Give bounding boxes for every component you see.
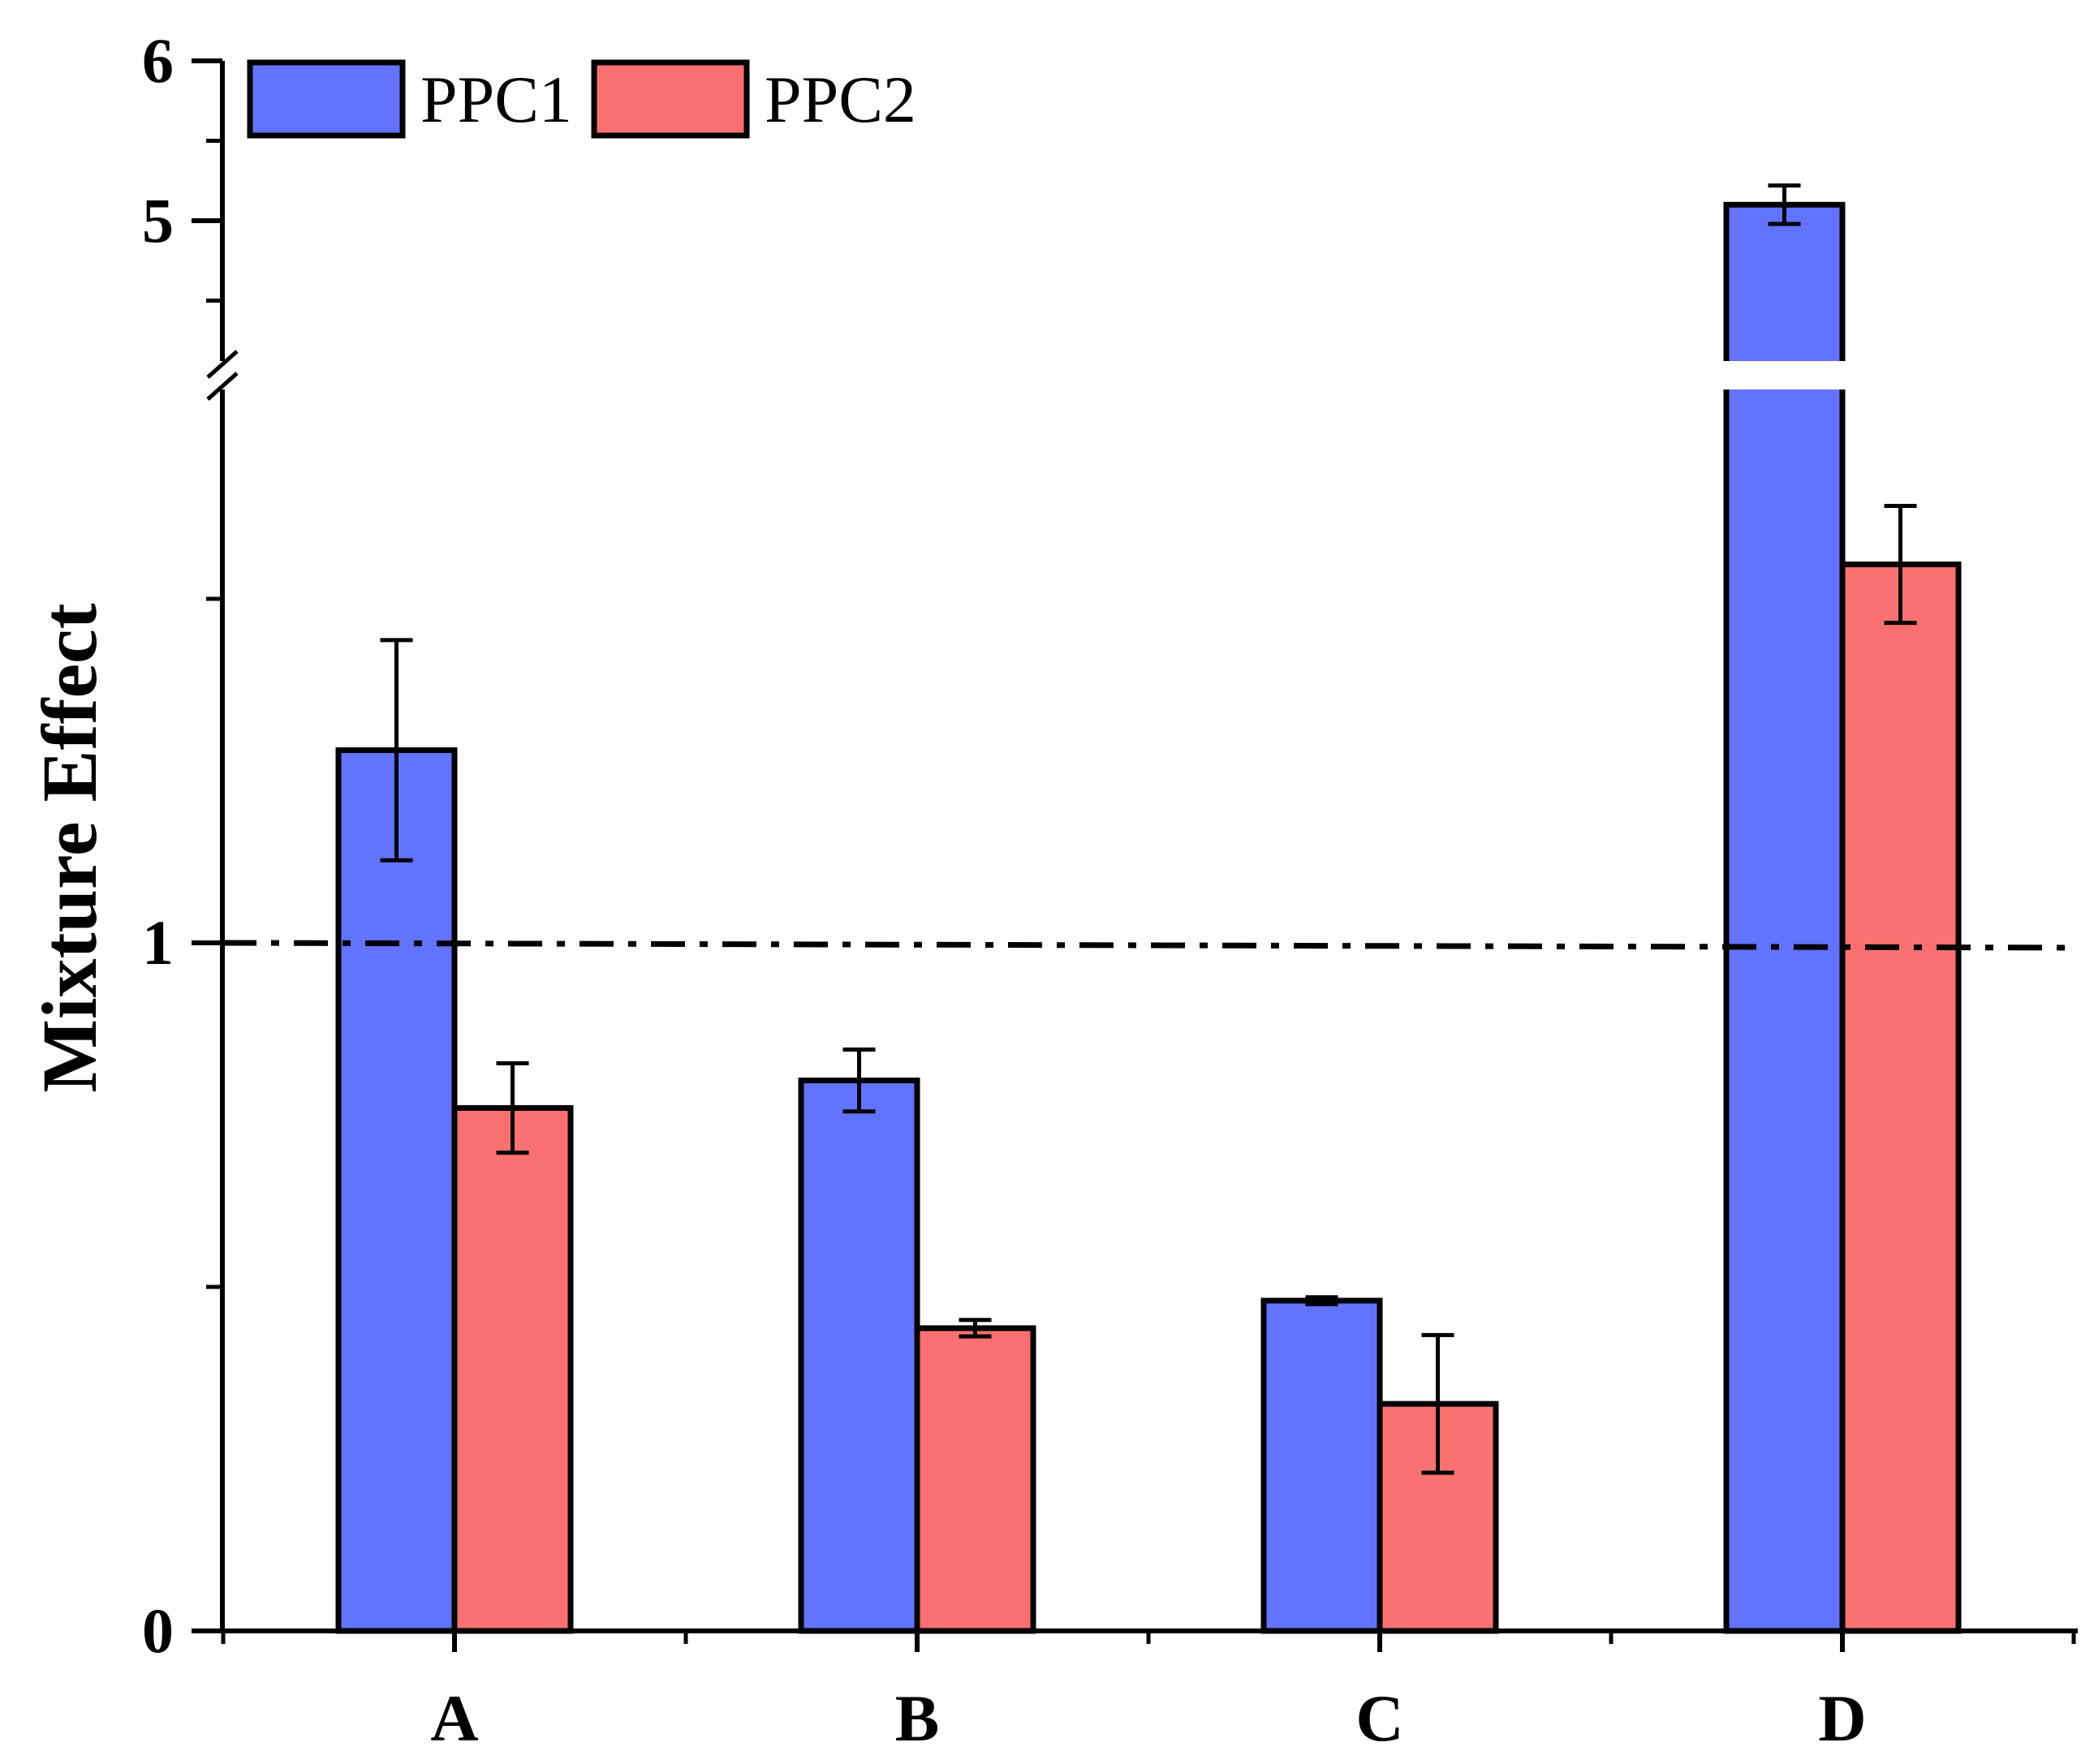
legend-label-ppc2: PPC2 (765, 62, 916, 136)
bar-break-gap-d (1721, 361, 1847, 389)
bar-ppc1-c (1260, 1297, 1383, 1634)
bar-ppc1-d (1723, 201, 1846, 1634)
axis-break-mark-top (206, 350, 239, 379)
y-tick-label-0: 0 (142, 1595, 174, 1666)
legend-swatch-ppc1 (247, 59, 406, 139)
bar-ppc1-a (335, 747, 458, 1634)
plot-area (222, 183, 2079, 1634)
legend-swatch-ppc2 (591, 59, 750, 139)
x-tick-label-d: D (1818, 1681, 1866, 1755)
axis-break-mark-bottom (206, 372, 239, 401)
x-tick-label-b: B (895, 1681, 940, 1755)
y-tick-label-1: 1 (142, 907, 174, 978)
reference-line (222, 940, 2079, 951)
legend-label-ppc1: PPC1 (420, 62, 572, 136)
bar-ppc2-a (451, 1105, 574, 1634)
x-tick-label-a: A (430, 1681, 478, 1755)
y-tick-label-5: 5 (142, 185, 174, 256)
bar-ppc1-b (798, 1078, 920, 1634)
y-tick-label-6: 6 (142, 25, 174, 96)
bar-ppc2-d (1839, 561, 1962, 1634)
legend: PPC1 PPC2 (247, 59, 916, 139)
x-tick-label-c: C (1355, 1681, 1403, 1755)
axes: 0 1 5 6 A B C D (142, 25, 2078, 1755)
bar-ppc2-b (914, 1325, 1036, 1634)
y-axis-title: Mixture Effect (26, 603, 113, 1092)
